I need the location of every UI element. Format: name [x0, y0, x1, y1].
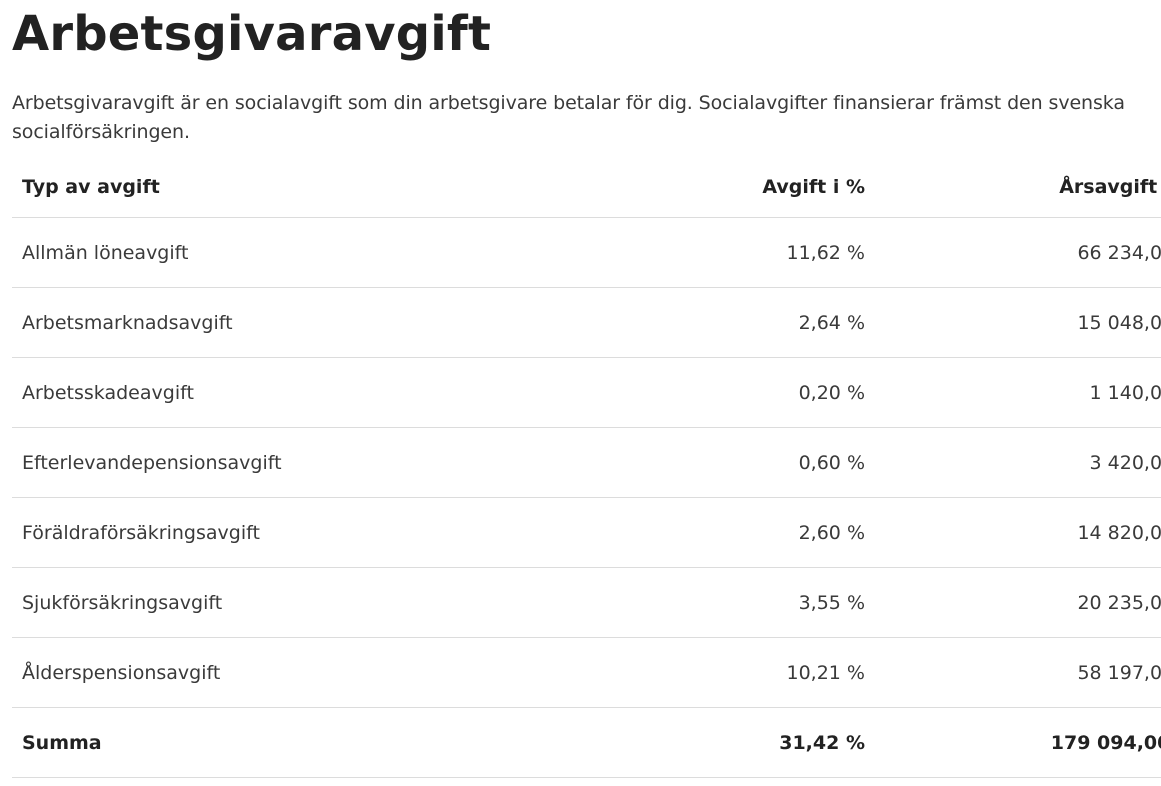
- fee-annual-cell: 14 820,00 kr: [875, 497, 1161, 568]
- fee-type-cell: Föräldraförsäkringsavgift: [12, 497, 502, 568]
- total-label: Summa: [12, 707, 502, 778]
- fee-annual-cell: 66 234,00 kr: [875, 217, 1161, 288]
- header-row: Typ av avgift Avgift i % Årsavgift i kr: [12, 157, 1161, 218]
- table-row: Arbetsmarknadsavgift 2,64 % 15 048,00 kr: [12, 287, 1161, 358]
- fee-annual-cell: 3 420,00 kr: [875, 427, 1161, 498]
- header-type: Typ av avgift: [12, 157, 502, 218]
- fee-percent-cell: 11,62 %: [502, 217, 875, 288]
- page-title: Arbetsgivaravgift: [12, 6, 492, 62]
- fee-type-cell: Efterlevandepensionsavgift: [12, 427, 502, 498]
- header-percent: Avgift i %: [502, 157, 875, 218]
- fee-percent-cell: 2,64 %: [502, 287, 875, 358]
- fee-annual-cell: 20 235,00 kr: [875, 567, 1161, 638]
- fee-percent-cell: 0,60 %: [502, 427, 875, 498]
- total-annual: 179 094,00 kr: [875, 707, 1161, 778]
- fee-percent-cell: 10,21 %: [502, 637, 875, 708]
- total-row: Summa 31,42 % 179 094,00 kr: [12, 707, 1161, 778]
- fee-annual-cell: 58 197,00 kr: [875, 637, 1161, 708]
- fee-type-cell: Allmän löneavgift: [12, 217, 502, 288]
- fee-table: Typ av avgift Avgift i % Årsavgift i kr …: [12, 157, 1161, 778]
- header-annual: Årsavgift i kr: [875, 157, 1161, 218]
- fee-percent-cell: 3,55 %: [502, 567, 875, 638]
- fee-type-cell: Sjukförsäkringsavgift: [12, 567, 502, 638]
- fee-percent-cell: 2,60 %: [502, 497, 875, 568]
- fee-type-cell: Arbetsskadeavgift: [12, 357, 502, 428]
- fee-percent-cell: 0,20 %: [502, 357, 875, 428]
- total-percent: 31,42 %: [502, 707, 875, 778]
- page-content: Arbetsgivaravgift Arbetsgivaravgift är e…: [12, 0, 1161, 778]
- fee-annual-cell: 1 140,00 kr: [875, 357, 1161, 428]
- intro-paragraph: Arbetsgivaravgift är en socialavgift som…: [12, 92, 1125, 143]
- table-row: Ålderspensionsavgift 10,21 % 58 197,00 k…: [12, 637, 1161, 708]
- table-row: Arbetsskadeavgift 0,20 % 1 140,00 kr: [12, 357, 1161, 428]
- table-row: Efterlevandepensionsavgift 0,60 % 3 420,…: [12, 427, 1161, 498]
- fee-type-cell: Arbetsmarknadsavgift: [12, 287, 502, 358]
- table-row: Sjukförsäkringsavgift 3,55 % 20 235,00 k…: [12, 567, 1161, 638]
- table-row: Föräldraförsäkringsavgift 2,60 % 14 820,…: [12, 497, 1161, 568]
- fee-table-body: Allmän löneavgift 11,62 % 66 234,00 kr A…: [12, 217, 1161, 778]
- table-row: Allmän löneavgift 11,62 % 66 234,00 kr: [12, 217, 1161, 288]
- fee-annual-cell: 15 048,00 kr: [875, 287, 1161, 358]
- fee-table-header: Typ av avgift Avgift i % Årsavgift i kr: [12, 157, 1161, 218]
- fee-type-cell: Ålderspensionsavgift: [12, 637, 502, 708]
